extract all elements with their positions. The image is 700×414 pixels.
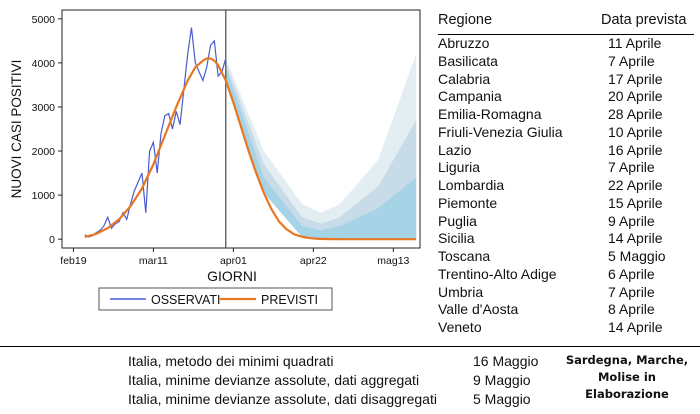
series-lines <box>84 27 417 241</box>
table-row: Umbria 7 Aprile <box>438 284 700 302</box>
region-name: Lombardia <box>438 177 505 193</box>
method-date: 5 Maggio <box>473 391 531 407</box>
forecast-date: 8 Aprile <box>608 301 655 318</box>
region-name: Piemonte <box>438 194 498 211</box>
header-region: Regione <box>438 12 493 28</box>
band-inner <box>225 67 417 240</box>
table-row: Piemonte 15 Aprile <box>438 195 700 213</box>
region-name: Abruzzo <box>438 35 490 51</box>
forecast-chart: 0 1000 2000 3000 4000 5000 feb19 mar11 apr01 apr2… <box>9 9 421 311</box>
forecast-date: 11 Aprile <box>608 35 662 51</box>
header-date: Data prevista <box>601 12 687 28</box>
table-row: Lazio 16 Aprile <box>438 142 700 160</box>
axis-labels: NUOVI CASI POSITIVI GIORNI <box>9 60 257 284</box>
forecast-date: 7 Aprile <box>608 283 655 300</box>
forecast-date: 14 Aprile <box>608 230 663 247</box>
legend: OSSERVATI PREVISTI <box>98 287 333 311</box>
forecast-date: 9 Aprile <box>608 212 655 229</box>
x-tick-label: mar11 <box>139 255 168 267</box>
method-row: Italia, metodo dei minimi quadrati 16 Ma… <box>128 352 563 371</box>
forecast-date: 7 Aprile <box>608 52 655 69</box>
region-name: Valle d'Aosta <box>438 301 519 318</box>
region-name: Sicilia <box>438 230 475 247</box>
table-row: Campania 20 Aprile <box>438 88 700 106</box>
plot-frame <box>61 9 421 249</box>
x-tick-label: apr22 <box>300 255 327 267</box>
table-header: Regione Data prevista <box>438 10 700 30</box>
note-line: Molise in <box>597 370 656 384</box>
legend-label-observed: OSSERVATI <box>151 293 220 307</box>
table-row: Abruzzo 11 Aprile <box>438 35 700 53</box>
table-row: Calabria 17 Aprile <box>438 71 700 89</box>
region-name: Liguria <box>438 159 481 176</box>
x-tick-label: mag13 <box>377 255 409 267</box>
legend-label-predicted: PREVISTI <box>261 293 318 307</box>
region-table: Regione Data prevista Abruzzo 11 Aprile Ba… <box>438 10 700 337</box>
table-row: Liguria 7 Aprile <box>438 159 700 177</box>
table-row: Valle d'Aosta 8 Aprile <box>438 301 700 319</box>
table-row: Trentino-Alto Adige 6 Aprile <box>438 266 700 284</box>
method-label: Italia, metodo dei minimi quadrati <box>128 353 334 369</box>
section-divider <box>0 346 700 347</box>
series-predicted <box>84 57 417 241</box>
table-body: Abruzzo 11 Aprile Basilicata 7 Aprile Calabr… <box>438 35 700 337</box>
table-row: Toscana 5 Maggio <box>438 248 700 266</box>
region-name: Trentino-Alto Adige <box>438 265 557 282</box>
methods-list: Italia, metodo dei minimi quadrati 16 Ma… <box>128 352 563 409</box>
y-axis-label: NUOVI CASI POSITIVI <box>9 60 24 199</box>
method-date: 16 Maggio <box>473 353 539 369</box>
table-row: Sicilia 14 Aprile <box>438 230 700 248</box>
forecast-date: 20 Aprile <box>608 88 663 105</box>
y-tick-label: 3000 <box>32 102 56 114</box>
y-tick-label: 4000 <box>32 58 56 70</box>
legend-box <box>98 287 333 311</box>
method-row: Italia, minime devianze assolute, dati d… <box>128 390 563 409</box>
x-tick-label: apr01 <box>220 255 247 267</box>
confidence-bands <box>225 54 417 240</box>
table-row: Friuli-Venezia Giulia 10 Aprile <box>438 124 700 142</box>
y-tick-label: 0 <box>49 234 55 246</box>
forecast-date: 16 Aprile <box>608 141 663 158</box>
method-label: Italia, minime devianze assolute, dati a… <box>128 372 420 388</box>
pending-regions-note: Sardegna, Marche, Molise in Elaborazione <box>556 352 698 403</box>
x-axis-label: GIORNI <box>207 268 257 284</box>
table-row: Veneto 14 Aprile <box>438 319 700 337</box>
forecast-date: 28 Aprile <box>608 106 663 122</box>
region-name: Campania <box>438 88 502 105</box>
region-name: Friuli-Venezia Giulia <box>438 123 563 140</box>
table-row: Emilia-Romagna 28 Aprile <box>438 106 700 124</box>
forecast-date: 14 Aprile <box>608 319 663 335</box>
note-line: Sardegna, Marche, <box>565 353 689 367</box>
method-row: Italia, minime devianze assolute, dati a… <box>128 371 563 390</box>
region-name: Toscana <box>438 248 491 264</box>
forecast-date: 17 Aprile <box>608 70 663 87</box>
region-name: Veneto <box>438 319 482 335</box>
region-name: Emilia-Romagna <box>438 106 542 122</box>
axes: 0 1000 2000 3000 4000 5000 feb19 mar11 apr01 apr2… <box>32 9 421 267</box>
forecast-date: 22 Aprile <box>608 177 663 193</box>
region-name: Calabria <box>438 70 491 87</box>
table-row: Puglia 9 Aprile <box>438 213 700 231</box>
table-row: Lombardia 22 Aprile <box>438 177 700 195</box>
table-row: Basilicata 7 Aprile <box>438 53 700 71</box>
forecast-date: 10 Aprile <box>608 123 663 140</box>
region-name: Basilicata <box>438 52 498 69</box>
y-tick-label: 1000 <box>32 190 56 202</box>
y-tick-label: 2000 <box>32 146 56 158</box>
header-divider <box>438 34 694 35</box>
region-name: Lazio <box>438 141 472 158</box>
method-label: Italia, minime devianze assolute, dati d… <box>128 391 437 407</box>
forecast-date: 6 Aprile <box>608 265 655 282</box>
y-tick-label: 5000 <box>32 14 56 26</box>
method-date: 9 Maggio <box>473 372 531 388</box>
x-tick-label: feb19 <box>60 255 86 267</box>
note-line: Elaborazione <box>585 387 669 401</box>
forecast-date: 7 Aprile <box>608 159 655 176</box>
region-name: Umbria <box>438 283 484 300</box>
forecast-date: 5 Maggio <box>608 248 666 264</box>
region-name: Puglia <box>438 212 477 229</box>
forecast-date: 15 Aprile <box>608 194 663 211</box>
